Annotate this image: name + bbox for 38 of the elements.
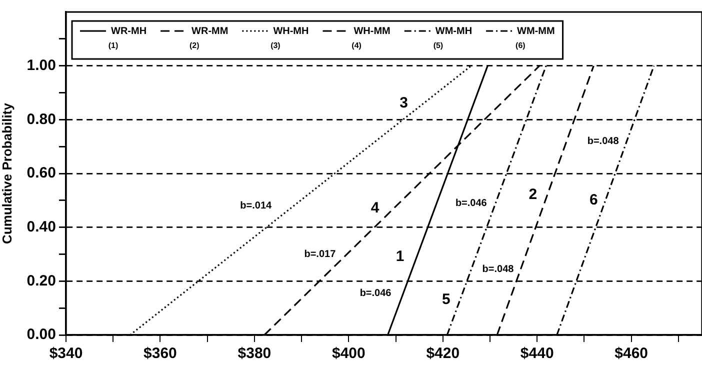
annotation: 5 — [442, 291, 450, 308]
annotation: b=.048 — [482, 264, 514, 275]
y-tick-label: 1.00 — [26, 56, 56, 74]
y-tick-label: 0.40 — [26, 218, 56, 236]
y-tick-label: 0.00 — [26, 326, 56, 344]
annotation: (2) — [189, 41, 200, 50]
annotation: (1) — [108, 41, 118, 50]
annotation: 4 — [370, 200, 380, 217]
annotation: b=.048 — [587, 136, 620, 147]
annotation: b=.046 — [455, 198, 488, 209]
annotation: b=.017 — [304, 249, 336, 260]
annotation: (6) — [516, 41, 526, 50]
legend-label: WM-MH — [435, 26, 472, 37]
legend-label: WH-MH — [273, 26, 309, 37]
y-axis-title: Cumulative Probability — [0, 102, 14, 244]
legend-label: WR-MH — [111, 26, 147, 37]
x-tick-label: $440 — [520, 345, 554, 362]
x-tick-label: $420 — [426, 345, 460, 362]
annotation: 3 — [400, 94, 408, 112]
x-tick-label: $340 — [49, 345, 83, 362]
x-tick-label: $400 — [332, 345, 366, 362]
annotation: 2 — [528, 186, 538, 204]
y-tick-label: 0.20 — [26, 272, 56, 290]
annotation: b=.014 — [240, 200, 272, 212]
annotation: (3) — [270, 41, 281, 50]
legend-label: WM-MM — [517, 26, 555, 37]
y-tick-label: 0.80 — [26, 110, 56, 128]
y-tick-label: 0.60 — [26, 164, 56, 182]
annotation: (4) — [352, 41, 362, 50]
annotation: 6 — [589, 192, 598, 209]
x-tick-label: $360 — [144, 345, 177, 362]
annotation: 1 — [396, 248, 404, 266]
legend-label: WH-MM — [354, 26, 390, 37]
x-tick-label: $380 — [238, 345, 272, 362]
x-tick-label: $460 — [614, 345, 648, 362]
annotation: (5) — [433, 41, 444, 50]
legend-label: WR-MM — [192, 26, 228, 37]
annotation: b=.046 — [360, 288, 392, 300]
